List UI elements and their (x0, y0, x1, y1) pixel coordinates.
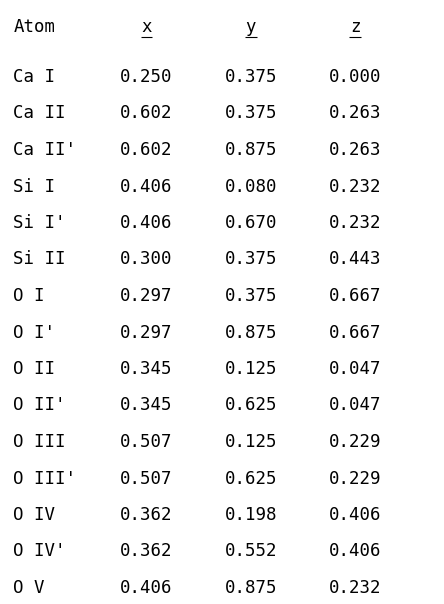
Text: O V: O V (13, 579, 45, 597)
Text: O I: O I (13, 287, 45, 305)
Text: 0.198: 0.198 (225, 506, 277, 524)
Text: 0.375: 0.375 (225, 104, 277, 123)
Text: 0.250: 0.250 (120, 68, 173, 86)
Text: 0.232: 0.232 (329, 579, 381, 597)
Text: 0.375: 0.375 (225, 68, 277, 86)
Text: 0.625: 0.625 (225, 469, 277, 487)
Text: 0.670: 0.670 (225, 214, 277, 232)
Text: Atom: Atom (13, 18, 56, 36)
Text: 0.406: 0.406 (120, 579, 173, 597)
Text: 0.552: 0.552 (225, 542, 277, 561)
Text: 0.875: 0.875 (225, 579, 277, 597)
Text: O IV: O IV (13, 506, 56, 524)
Text: 0.602: 0.602 (120, 104, 173, 123)
Text: 0.667: 0.667 (329, 324, 381, 341)
Text: O II: O II (13, 360, 56, 378)
Text: O I': O I' (13, 324, 56, 341)
Text: 0.125: 0.125 (225, 433, 277, 451)
Text: 0.345: 0.345 (120, 396, 173, 414)
Text: O III': O III' (13, 469, 76, 487)
Text: x: x (141, 18, 152, 36)
Text: 0.362: 0.362 (120, 542, 173, 561)
Text: 0.507: 0.507 (120, 469, 173, 487)
Text: 0.232: 0.232 (329, 214, 381, 232)
Text: 0.000: 0.000 (329, 68, 381, 86)
Text: y: y (246, 18, 256, 36)
Text: 0.375: 0.375 (225, 251, 277, 269)
Text: Si I': Si I' (13, 214, 66, 232)
Text: Si I: Si I (13, 178, 56, 196)
Text: 0.297: 0.297 (120, 287, 173, 305)
Text: O IV': O IV' (13, 542, 66, 561)
Text: 0.047: 0.047 (329, 360, 381, 378)
Text: 0.080: 0.080 (225, 178, 277, 196)
Text: O II': O II' (13, 396, 66, 414)
Text: 0.125: 0.125 (225, 360, 277, 378)
Text: Ca II': Ca II' (13, 141, 76, 159)
Text: 0.232: 0.232 (329, 178, 381, 196)
Text: 0.875: 0.875 (225, 141, 277, 159)
Text: 0.362: 0.362 (120, 506, 173, 524)
Text: 0.406: 0.406 (329, 542, 381, 561)
Text: 0.263: 0.263 (329, 104, 381, 123)
Text: 0.602: 0.602 (120, 141, 173, 159)
Text: 0.406: 0.406 (120, 214, 173, 232)
Text: 0.443: 0.443 (329, 251, 381, 269)
Text: 0.300: 0.300 (120, 251, 173, 269)
Text: Ca I: Ca I (13, 68, 56, 86)
Text: 0.229: 0.229 (329, 469, 381, 487)
Text: Si II: Si II (13, 251, 66, 269)
Text: 0.625: 0.625 (225, 396, 277, 414)
Text: 0.345: 0.345 (120, 360, 173, 378)
Text: 0.406: 0.406 (329, 506, 381, 524)
Text: O III: O III (13, 433, 66, 451)
Text: 0.667: 0.667 (329, 287, 381, 305)
Text: 0.375: 0.375 (225, 287, 277, 305)
Text: 0.507: 0.507 (120, 433, 173, 451)
Text: 0.229: 0.229 (329, 433, 381, 451)
Text: 0.263: 0.263 (329, 141, 381, 159)
Text: 0.297: 0.297 (120, 324, 173, 341)
Text: Ca II: Ca II (13, 104, 66, 123)
Text: 0.875: 0.875 (225, 324, 277, 341)
Text: z: z (350, 18, 361, 36)
Text: 0.406: 0.406 (120, 178, 173, 196)
Text: 0.047: 0.047 (329, 396, 381, 414)
